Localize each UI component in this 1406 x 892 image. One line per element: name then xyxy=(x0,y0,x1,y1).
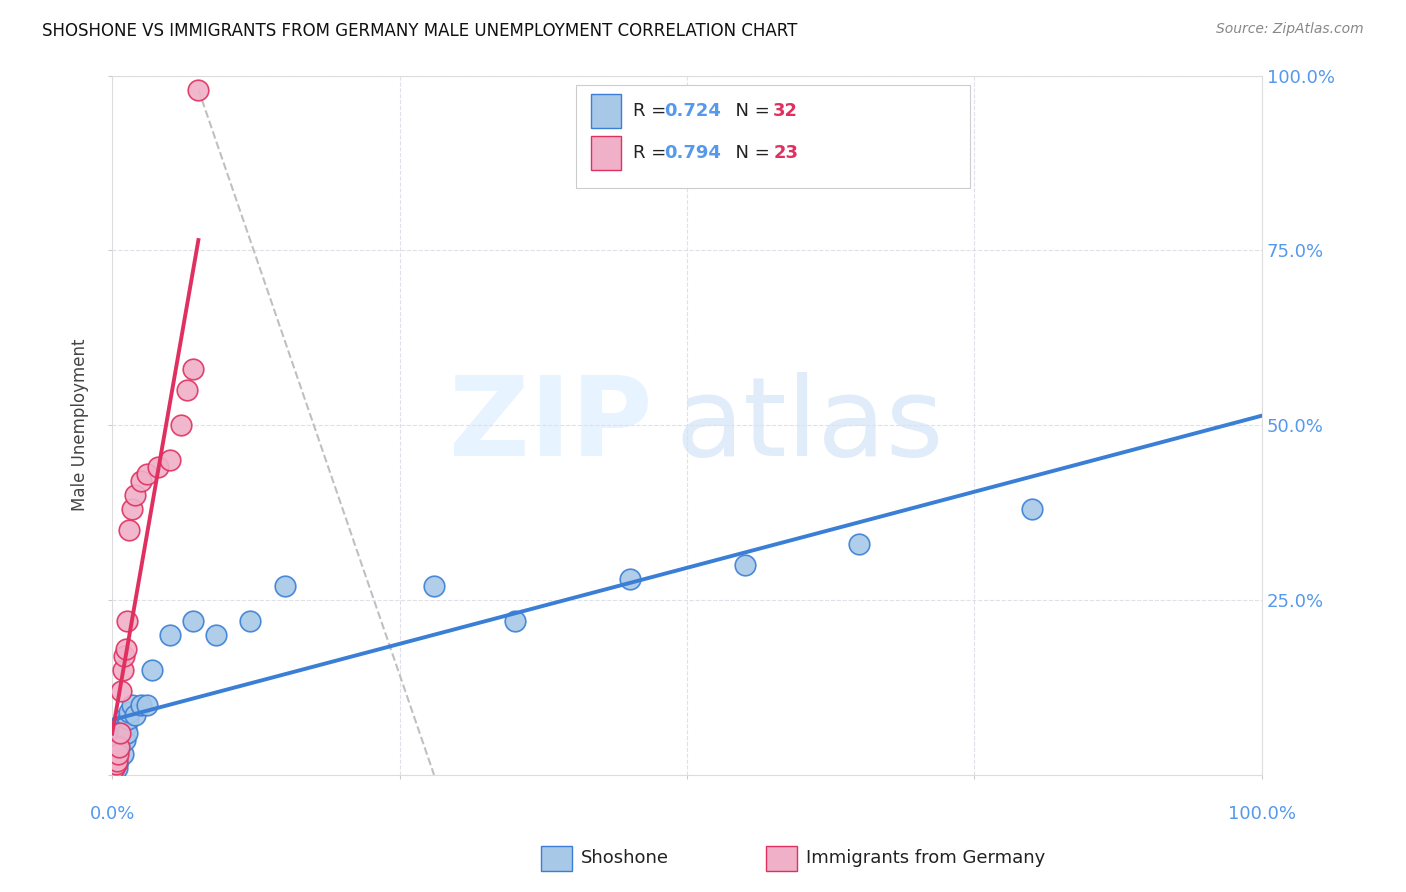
Point xyxy=(115,642,138,657)
Text: 100.0%: 100.0% xyxy=(1227,805,1296,823)
Point xyxy=(104,754,127,768)
Y-axis label: Male Unemployment: Male Unemployment xyxy=(72,339,89,511)
Point xyxy=(141,663,163,677)
Text: R =: R = xyxy=(633,102,672,120)
Point xyxy=(734,558,756,573)
Text: 0.0%: 0.0% xyxy=(90,805,135,823)
Point xyxy=(118,705,141,719)
Point xyxy=(117,712,139,726)
Text: ZIP: ZIP xyxy=(449,372,652,479)
Point xyxy=(176,384,198,398)
Point xyxy=(105,754,128,768)
Point xyxy=(135,467,157,482)
Text: Source: ZipAtlas.com: Source: ZipAtlas.com xyxy=(1216,22,1364,37)
Text: 32: 32 xyxy=(773,102,799,120)
Point xyxy=(103,761,125,775)
Point xyxy=(112,712,135,726)
Point xyxy=(181,362,204,376)
Point xyxy=(118,523,141,537)
Text: R =: R = xyxy=(633,145,672,162)
Point xyxy=(619,572,641,586)
Point xyxy=(115,614,138,628)
Point xyxy=(129,474,152,488)
Point xyxy=(239,614,262,628)
Point xyxy=(103,761,125,775)
Point xyxy=(107,754,129,768)
Point xyxy=(848,537,870,551)
Point xyxy=(115,726,138,740)
Point xyxy=(110,684,132,698)
Point xyxy=(1021,502,1043,516)
Text: Immigrants from Germany: Immigrants from Germany xyxy=(806,849,1045,867)
Point xyxy=(124,488,146,502)
Text: 23: 23 xyxy=(773,145,799,162)
Point xyxy=(107,747,129,761)
Point xyxy=(129,698,152,712)
Text: N =: N = xyxy=(724,145,776,162)
Point xyxy=(159,453,181,467)
Point xyxy=(423,579,446,593)
Point xyxy=(103,761,125,775)
Point xyxy=(124,708,146,723)
Point xyxy=(115,719,138,733)
Point xyxy=(204,628,226,642)
Point xyxy=(111,747,134,761)
Point xyxy=(105,761,128,775)
Point xyxy=(110,726,132,740)
Point xyxy=(121,502,143,516)
Point xyxy=(103,761,125,775)
Point xyxy=(135,698,157,712)
Point xyxy=(170,418,193,433)
Point xyxy=(108,739,131,754)
Text: 0.794: 0.794 xyxy=(664,145,720,162)
Point xyxy=(108,719,131,733)
Point xyxy=(146,460,169,475)
Point xyxy=(107,733,129,747)
Point xyxy=(181,614,204,628)
Text: SHOSHONE VS IMMIGRANTS FROM GERMANY MALE UNEMPLOYMENT CORRELATION CHART: SHOSHONE VS IMMIGRANTS FROM GERMANY MALE… xyxy=(42,22,797,40)
Point xyxy=(108,726,131,740)
Point xyxy=(159,628,181,642)
Point xyxy=(114,733,136,747)
Point xyxy=(112,648,135,663)
Point xyxy=(187,82,209,96)
Point xyxy=(121,698,143,712)
Text: Shoshone: Shoshone xyxy=(581,849,669,867)
Point xyxy=(111,663,134,677)
Point xyxy=(273,579,295,593)
Point xyxy=(104,757,127,772)
Text: atlas: atlas xyxy=(675,372,943,479)
Text: 0.724: 0.724 xyxy=(664,102,720,120)
Point xyxy=(503,614,526,628)
Text: N =: N = xyxy=(724,102,776,120)
Point xyxy=(108,739,131,754)
